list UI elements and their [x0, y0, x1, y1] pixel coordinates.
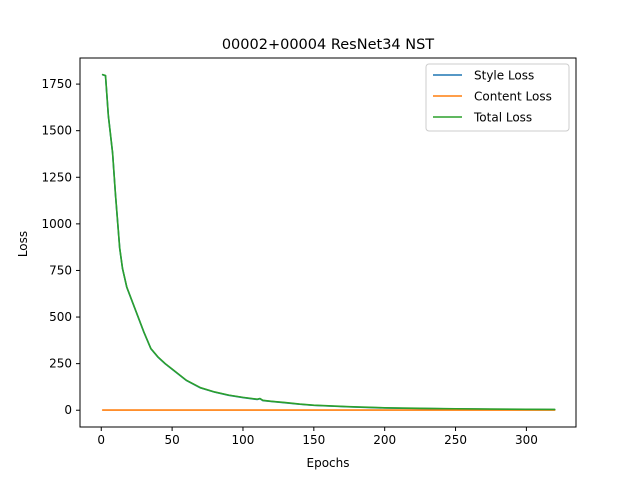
- y-tick-label: 1250: [41, 170, 72, 184]
- x-axis-label: Epochs: [307, 456, 350, 470]
- y-tick-label: 500: [49, 310, 72, 324]
- series-layer: [101, 73, 556, 411]
- legend-box: [425, 63, 570, 132]
- y-tick-label: 1750: [41, 77, 72, 91]
- chart-title: 00002+00004 ResNet34 NST: [222, 37, 434, 53]
- y-axis-ticks: 0 250 500 750 1000 1250 1500 1750: [41, 77, 80, 417]
- axes-frame: [79, 57, 577, 428]
- x-tick-label: 250: [444, 433, 467, 447]
- y-axis-label: Loss: [16, 231, 30, 257]
- x-tick-label: 300: [515, 433, 538, 447]
- x-tick-label: 50: [164, 433, 179, 447]
- legend: Style Loss Content Loss Total Loss: [425, 63, 570, 132]
- y-tick-label: 1500: [41, 124, 72, 138]
- y-tick-label: 250: [49, 357, 72, 371]
- y-tick-label: 750: [49, 263, 72, 277]
- x-tick-label: 100: [232, 433, 255, 447]
- plot-area: [79, 57, 577, 428]
- x-tick-label: 200: [373, 433, 396, 447]
- y-tick-label: 0: [64, 403, 72, 417]
- legend-label: Style Loss: [474, 69, 534, 83]
- legend-label: Total Loss: [473, 111, 532, 125]
- x-axis-ticks: 0 50 100 150 200 250 300: [97, 427, 538, 447]
- y-tick-label: 1000: [41, 217, 72, 231]
- x-tick-label: 0: [97, 433, 105, 447]
- x-tick-label: 150: [302, 433, 325, 447]
- series-line-total-loss: [101, 73, 556, 411]
- legend-label: Content Loss: [474, 90, 552, 104]
